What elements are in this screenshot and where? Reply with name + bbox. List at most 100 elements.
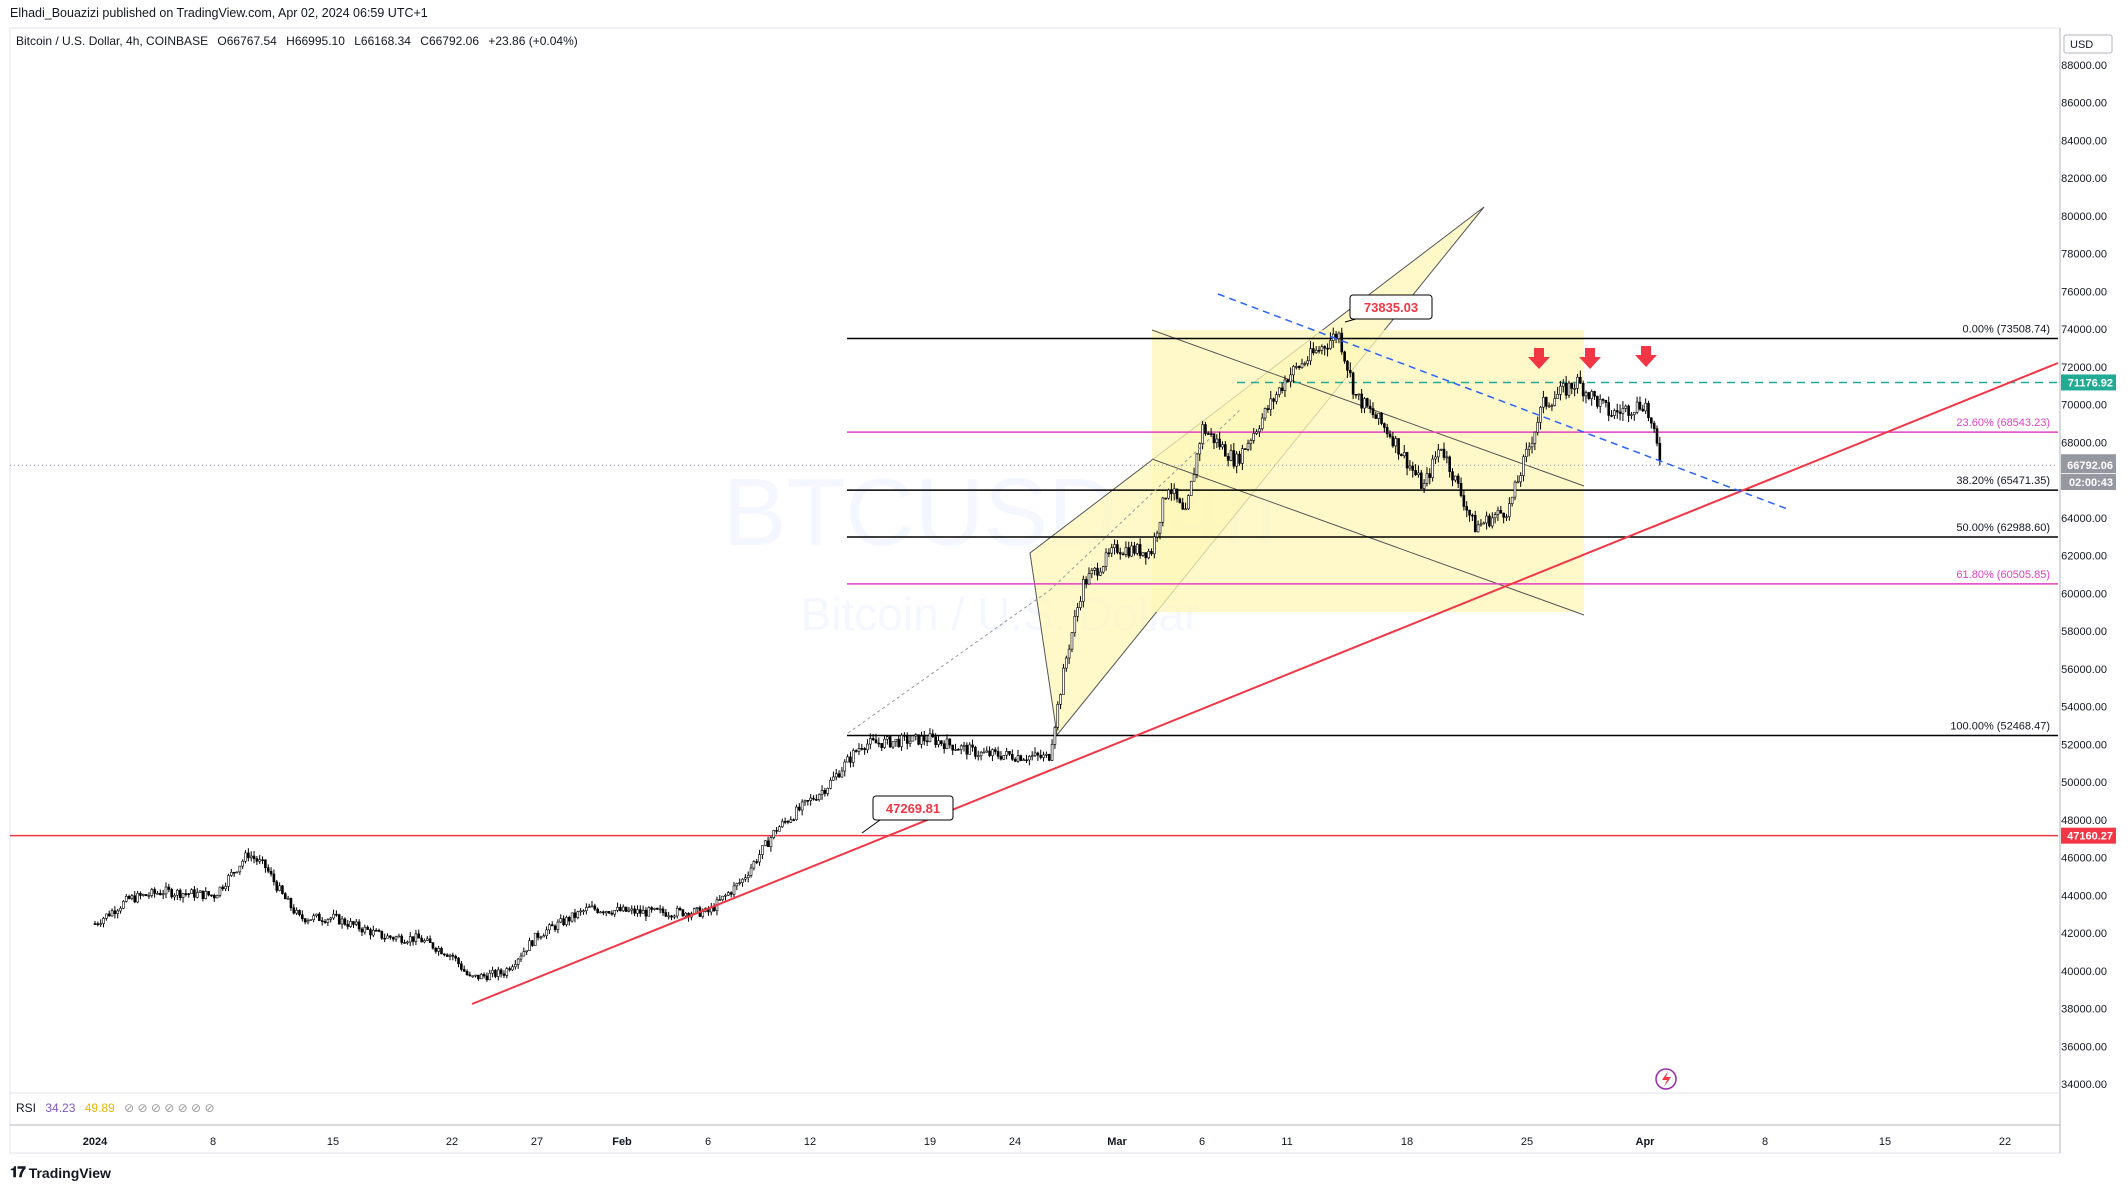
price-tick-label: 48000.00 [2061,815,2107,827]
candle [1641,404,1645,412]
candle [1516,475,1520,484]
price-tick-label: 56000.00 [2061,664,2107,676]
ohlc-close: C66792.06 [420,34,480,48]
consolidation-box [1152,330,1584,612]
candle [514,959,517,970]
candle [786,819,790,825]
candle [258,854,262,865]
candle [1087,567,1091,585]
candle [1016,749,1020,763]
candle [1133,541,1136,556]
candle [252,850,256,864]
candle [1397,438,1400,460]
candle [1164,497,1167,500]
candle [613,909,617,918]
candle [454,954,457,962]
candle [366,925,369,930]
candle [1047,753,1051,762]
candle [1141,552,1145,557]
candle [354,919,358,927]
price-badge: 66792.06 [2061,457,2116,474]
candle [1025,754,1028,764]
candle [1243,448,1247,451]
time-tick-label: Feb [612,1136,632,1148]
candle [854,749,858,753]
candle [670,914,673,921]
candle [1522,454,1525,482]
candle [1101,565,1105,574]
price-tick-label: 68000.00 [2061,437,2107,449]
candle [1627,404,1630,423]
candle [1150,548,1153,556]
candle [993,747,997,755]
candle [857,743,861,755]
candle [1317,345,1321,354]
candle [727,891,730,896]
candle [255,856,259,865]
candle [1127,541,1131,559]
ohlc-open: O66767.54 [217,34,277,48]
candle [758,849,761,866]
candle [869,733,872,750]
candle [1411,461,1415,478]
candle [556,919,560,934]
candle [752,860,756,871]
candle [565,915,568,927]
svg-text:61.80% (60505.85): 61.80% (60505.85) [1956,569,2050,581]
candle [636,905,639,917]
candle [1476,520,1480,533]
arrow-down-icon [1528,348,1550,369]
candle [1581,380,1585,402]
candle [1258,424,1261,437]
candle [627,906,631,913]
candle [897,735,901,748]
candle [474,974,477,978]
time-tick-label: 25 [1521,1136,1533,1148]
candle [1374,411,1378,419]
candle [181,893,185,903]
tradingview-footer[interactable]: 𝟏𝟕 TradingView [10,1164,111,1181]
candle [116,908,120,919]
time-tick-label: 8 [210,1136,216,1148]
svg-text:73835.03: 73835.03 [1364,300,1418,315]
candle [1348,362,1352,378]
candle [1218,431,1221,450]
candle [1053,726,1057,749]
svg-text:USD: USD [2070,39,2093,51]
candle [783,817,787,825]
symbol-name[interactable]: Bitcoin / U.S. Dollar, 4h, COINBASE [16,34,209,48]
candle [1550,403,1554,411]
candle [735,882,739,891]
candle [656,907,659,910]
candle [769,836,773,852]
candle [1510,496,1514,507]
publisher-line: Elhadi_Bouazizi published on TradingView… [10,6,428,20]
callout-high: 73835.03 [1344,294,1433,323]
candle [800,799,804,816]
candle [1468,509,1471,522]
candle [522,947,526,957]
candle [494,968,497,979]
candle [374,928,378,932]
candle [318,912,321,921]
candle [1482,521,1486,525]
candle [411,936,415,946]
candle [340,916,344,929]
candle [428,935,432,944]
channel-upper-line [1151,329,1585,487]
candle [948,738,952,749]
candle [1039,749,1043,760]
candle [829,777,832,790]
rsi-legend[interactable]: RSI 34.23 49.89 ⊘ ⊘ ⊘ ⊘ ⊘ ⊘ ⊘ [16,1101,221,1115]
candle [264,859,267,873]
candle [531,939,534,947]
candle [1394,435,1398,454]
candle [1138,538,1142,559]
candle [1525,442,1528,463]
candle [661,906,665,916]
price-tick-label: 38000.00 [2061,1004,2107,1016]
candle [173,893,176,901]
candle [247,848,250,862]
candle [1590,389,1593,406]
